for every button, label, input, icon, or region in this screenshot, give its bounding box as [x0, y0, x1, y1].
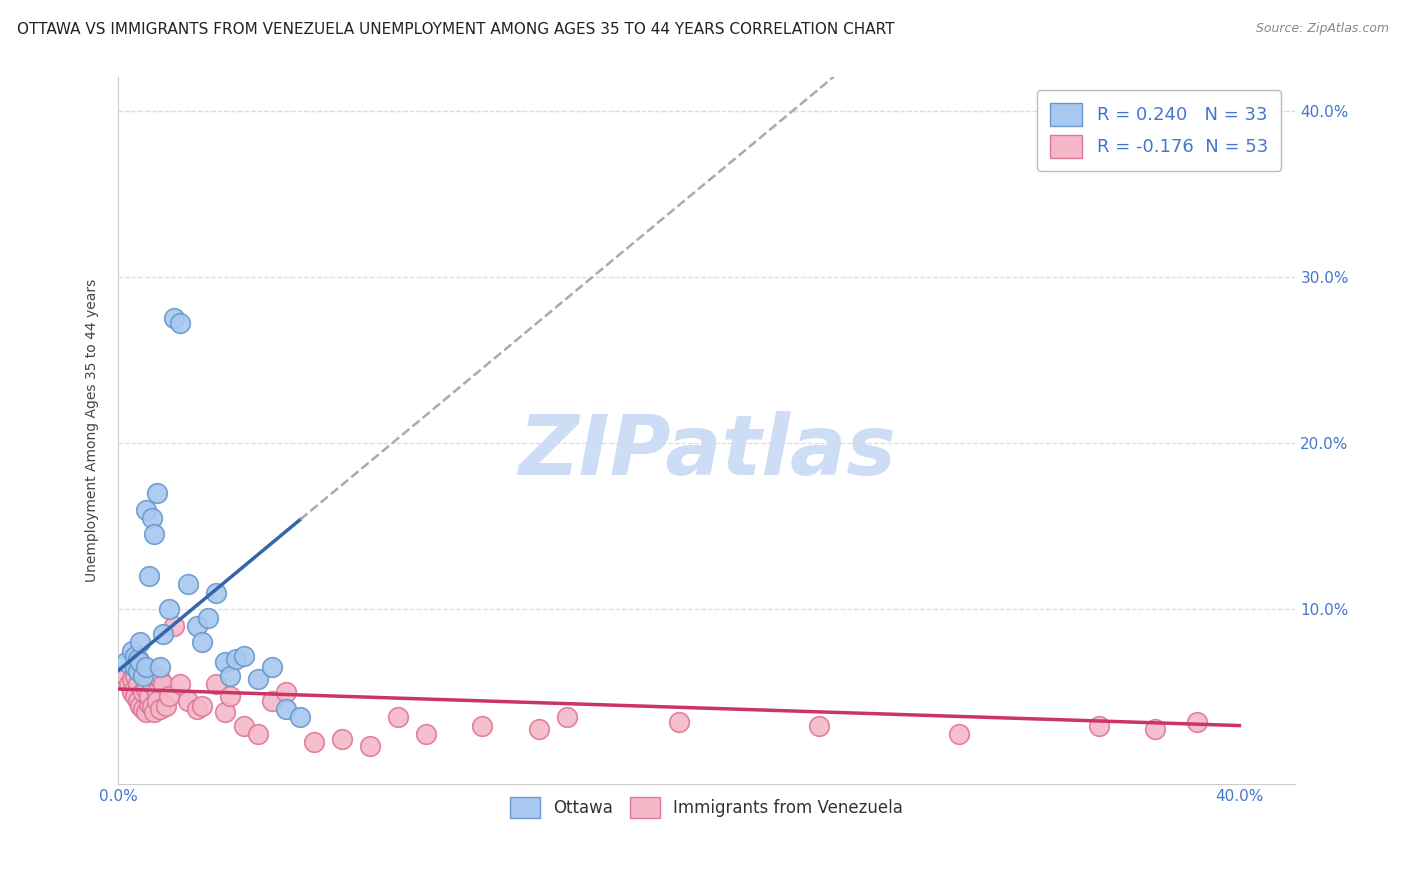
Point — [387, 710, 409, 724]
Text: Source: ZipAtlas.com: Source: ZipAtlas.com — [1256, 22, 1389, 36]
Point — [115, 669, 138, 683]
Point — [129, 656, 152, 670]
Point — [124, 689, 146, 703]
Point — [127, 693, 149, 707]
Point — [197, 610, 219, 624]
Point — [177, 693, 200, 707]
Point — [214, 656, 236, 670]
Point — [121, 672, 143, 686]
Point — [1187, 715, 1209, 730]
Point — [177, 577, 200, 591]
Point — [1088, 718, 1111, 732]
Point — [124, 660, 146, 674]
Point — [163, 311, 186, 326]
Point — [668, 715, 690, 730]
Point — [157, 689, 180, 703]
Point — [138, 689, 160, 703]
Point — [169, 677, 191, 691]
Point — [527, 722, 550, 736]
Point — [141, 698, 163, 713]
Point — [115, 656, 138, 670]
Point — [138, 569, 160, 583]
Point — [132, 669, 155, 683]
Point — [262, 693, 284, 707]
Point — [191, 698, 214, 713]
Point — [138, 697, 160, 711]
Point — [191, 635, 214, 649]
Point — [146, 693, 169, 707]
Point — [121, 685, 143, 699]
Point — [163, 619, 186, 633]
Point — [214, 706, 236, 720]
Point — [129, 635, 152, 649]
Point — [143, 669, 166, 683]
Point — [225, 652, 247, 666]
Point — [276, 685, 298, 699]
Point — [186, 702, 208, 716]
Point — [149, 660, 172, 674]
Point — [276, 702, 298, 716]
Y-axis label: Unemployment Among Ages 35 to 44 years: Unemployment Among Ages 35 to 44 years — [86, 279, 100, 582]
Legend: Ottawa, Immigrants from Venezuela: Ottawa, Immigrants from Venezuela — [503, 790, 910, 825]
Point — [304, 735, 326, 749]
Point — [149, 702, 172, 716]
Point — [149, 672, 172, 686]
Point — [205, 677, 228, 691]
Point — [146, 486, 169, 500]
Point — [247, 727, 270, 741]
Point — [143, 527, 166, 541]
Point — [132, 685, 155, 699]
Point — [141, 677, 163, 691]
Point — [135, 706, 157, 720]
Point — [415, 727, 437, 741]
Point — [135, 502, 157, 516]
Point — [152, 627, 174, 641]
Point — [121, 644, 143, 658]
Point — [129, 698, 152, 713]
Point — [127, 664, 149, 678]
Point — [555, 710, 578, 724]
Text: ZIPatlas: ZIPatlas — [517, 411, 896, 492]
Point — [1144, 722, 1167, 736]
Text: OTTAWA VS IMMIGRANTS FROM VENEZUELA UNEMPLOYMENT AMONG AGES 35 TO 44 YEARS CORRE: OTTAWA VS IMMIGRANTS FROM VENEZUELA UNEM… — [17, 22, 894, 37]
Point — [359, 739, 381, 753]
Point — [118, 677, 141, 691]
Point — [233, 718, 256, 732]
Point — [135, 660, 157, 674]
Point — [127, 652, 149, 666]
Point — [205, 585, 228, 599]
Point — [129, 665, 152, 680]
Point — [186, 619, 208, 633]
Point — [262, 660, 284, 674]
Point — [124, 669, 146, 683]
Point — [219, 689, 242, 703]
Point — [233, 648, 256, 663]
Point — [127, 677, 149, 691]
Point — [132, 702, 155, 716]
Point — [330, 731, 353, 746]
Point — [290, 710, 312, 724]
Point — [124, 648, 146, 663]
Point — [157, 602, 180, 616]
Point — [247, 672, 270, 686]
Point — [143, 706, 166, 720]
Point — [948, 727, 970, 741]
Point — [807, 718, 830, 732]
Point — [146, 685, 169, 699]
Point — [219, 669, 242, 683]
Point — [471, 718, 494, 732]
Point — [155, 698, 177, 713]
Point — [135, 681, 157, 696]
Point — [141, 511, 163, 525]
Point — [152, 677, 174, 691]
Point — [169, 317, 191, 331]
